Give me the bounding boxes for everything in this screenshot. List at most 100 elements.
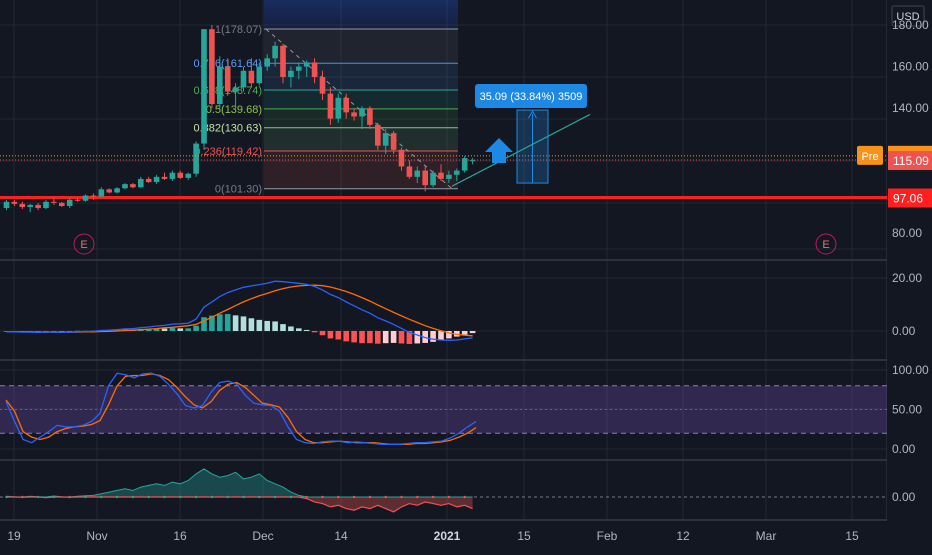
momentum-signal-dot <box>131 495 135 499</box>
candle-body <box>185 173 191 178</box>
macd-histogram-bar <box>414 331 421 344</box>
macd-histogram-bar <box>343 331 349 342</box>
time-tick-label: Nov <box>86 529 107 543</box>
fib-trend-line <box>265 28 453 190</box>
macd-histogram-bar <box>461 331 468 335</box>
price-axis: USD80.00140.00160.00180.00Pre117.10115.0… <box>857 0 932 550</box>
last-price-label: 115.09 <box>893 154 929 168</box>
candle-body <box>375 124 381 146</box>
macd-histogram-bar <box>66 331 73 332</box>
candle <box>414 166 421 184</box>
up-arrow-icon <box>485 138 513 163</box>
candle <box>264 54 270 71</box>
candle <box>66 197 73 209</box>
macd-histogram-bar <box>232 315 239 331</box>
macd-histogram-bar <box>335 331 342 340</box>
candle-body <box>248 70 255 84</box>
candle-body <box>422 170 428 186</box>
candle-body <box>35 204 41 209</box>
earnings-marker <box>73 233 95 255</box>
support-price-label: 97.06 <box>893 192 923 206</box>
momentum-tick-label: 0.00 <box>892 490 916 504</box>
candle-body <box>351 112 357 117</box>
momentum-signal-dot <box>52 495 56 499</box>
candle <box>74 197 81 202</box>
candle-body <box>327 93 334 119</box>
momentum-signal-dot <box>258 495 261 499</box>
candle-body <box>11 201 18 204</box>
candle <box>11 199 18 206</box>
fib-zone <box>264 127 458 152</box>
time-tick-label: 15 <box>845 529 859 543</box>
macd-histogram-bar <box>51 331 57 332</box>
macd-histogram-bar <box>375 331 381 344</box>
candle-body <box>398 149 405 167</box>
candle-body <box>209 29 215 105</box>
candle <box>35 202 41 211</box>
measure-label: 35.09 (33.84%) 3509 <box>480 91 583 103</box>
momentum-signal-dot <box>289 495 293 499</box>
candle-body <box>359 108 365 117</box>
macd-signal-line <box>6 284 473 337</box>
candle <box>382 129 389 154</box>
macd-histogram-bar <box>311 331 318 333</box>
candle-body <box>288 70 294 77</box>
candle <box>130 183 136 189</box>
candle <box>27 203 33 213</box>
stoch-band <box>0 385 887 434</box>
candle-body <box>232 87 239 92</box>
candle <box>256 62 263 86</box>
momentum-signal-dot <box>68 495 71 499</box>
macd-histogram-bar <box>74 330 81 332</box>
time-tick-label: Mar <box>756 529 777 543</box>
momentum-signal-dot <box>84 495 87 499</box>
macd-tick-label: 0.00 <box>892 324 916 338</box>
candle <box>406 160 413 179</box>
candle-body <box>169 172 176 179</box>
candle <box>161 172 168 180</box>
fib-zone <box>264 108 458 128</box>
momentum-signal-dot <box>147 495 150 499</box>
macd-histogram-bar <box>469 331 476 334</box>
candle-body <box>217 66 223 105</box>
macd-histogram-bar <box>446 331 452 339</box>
candle <box>145 176 152 184</box>
momentum-signal-dot <box>5 495 8 499</box>
candle-body <box>390 133 397 150</box>
candle <box>375 122 381 150</box>
candle-body <box>90 195 97 197</box>
macd-histogram-bar <box>288 326 294 331</box>
candle-body <box>59 202 65 206</box>
macd-histogram-bar <box>351 331 357 343</box>
candle-body <box>367 108 373 125</box>
candle <box>351 108 357 121</box>
momentum-positive-line <box>6 468 473 498</box>
momentum-signal-dot <box>36 495 40 499</box>
fibonacci-zones <box>264 0 458 189</box>
macd-histogram-bar <box>59 331 65 332</box>
candle-body <box>240 70 247 88</box>
momentum-signal-dot <box>194 495 198 499</box>
stoch-k-line <box>5 372 477 445</box>
macd-histogram-bar <box>359 331 365 344</box>
candle <box>288 66 294 88</box>
candle-body <box>224 66 231 92</box>
candle-body <box>138 178 144 188</box>
candle-body <box>256 66 263 84</box>
time-tick-label: 16 <box>173 529 187 543</box>
momentum-signal-dot <box>400 495 403 499</box>
time-axis-background <box>0 521 932 550</box>
candle-body <box>280 45 286 77</box>
macd-histogram-bar <box>319 331 326 336</box>
candle <box>217 56 223 109</box>
price-tick-label: 180.00 <box>892 18 929 32</box>
macd-histogram-bar <box>193 325 199 331</box>
candle <box>303 60 310 77</box>
drawing-overlay: 35.09 (33.84%) 3509 <box>451 84 591 187</box>
candle <box>82 194 89 202</box>
macd-histogram-bar <box>367 331 373 344</box>
price-tick-label: 80.00 <box>892 226 922 240</box>
